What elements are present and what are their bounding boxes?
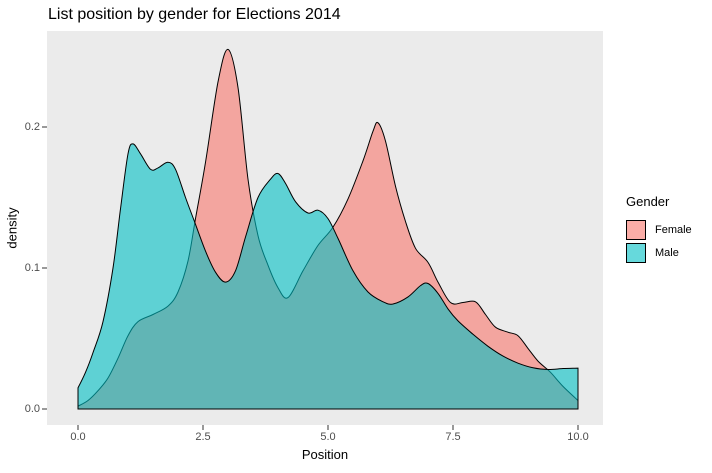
x-tick-label: 10.0 (567, 431, 589, 443)
legend-item-female: Female (626, 218, 692, 241)
x-tick-label: 2.5 (195, 431, 211, 443)
legend-title: Gender (626, 194, 670, 209)
plot-title: List position by gender for Elections 20… (48, 6, 341, 23)
y-tick-label: 0.1 (24, 262, 40, 274)
y-tick-label: 0.0 (24, 403, 40, 415)
legend: Gender Female Male (626, 194, 692, 264)
x-tick-label: 0.0 (70, 431, 86, 443)
female-swatch-icon (626, 219, 646, 240)
legend-label-male: Male (655, 246, 679, 259)
x-tick-label: 7.5 (445, 431, 461, 443)
male-swatch-icon (626, 242, 646, 263)
male-density-area (77, 143, 579, 410)
y-axis-title: density (4, 207, 20, 249)
legend-label-female: Female (655, 223, 692, 236)
y-tick-label: 0.2 (24, 121, 40, 133)
legend-item-male: Male (626, 241, 692, 264)
x-axis-title: Position (301, 447, 349, 462)
x-tick-label: 5.0 (320, 431, 336, 443)
